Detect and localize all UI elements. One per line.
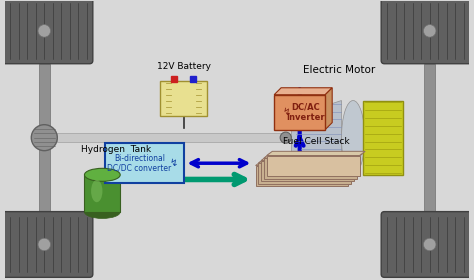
FancyBboxPatch shape — [105, 143, 183, 183]
Polygon shape — [325, 88, 332, 130]
FancyBboxPatch shape — [381, 212, 474, 277]
Text: Fuel Cell Stack: Fuel Cell Stack — [283, 137, 349, 146]
Text: Hydrogen  Tank: Hydrogen Tank — [81, 145, 151, 154]
FancyBboxPatch shape — [274, 95, 325, 130]
Ellipse shape — [84, 168, 120, 181]
Polygon shape — [292, 101, 341, 175]
Text: 12V Battery: 12V Battery — [156, 62, 210, 71]
Circle shape — [423, 25, 436, 37]
FancyBboxPatch shape — [0, 0, 93, 64]
Text: DC/AC
Inverter: DC/AC Inverter — [286, 102, 325, 122]
FancyBboxPatch shape — [363, 101, 403, 175]
FancyBboxPatch shape — [267, 155, 360, 176]
FancyBboxPatch shape — [424, 64, 435, 211]
FancyBboxPatch shape — [160, 81, 207, 116]
Circle shape — [423, 238, 436, 251]
FancyBboxPatch shape — [0, 212, 93, 277]
Polygon shape — [261, 156, 360, 160]
Ellipse shape — [91, 180, 102, 202]
Polygon shape — [274, 88, 332, 95]
Text: ↯: ↯ — [169, 158, 177, 168]
Text: Bi-directional
DC/DC converter: Bi-directional DC/DC converter — [108, 153, 172, 173]
Circle shape — [38, 25, 51, 37]
FancyBboxPatch shape — [255, 165, 348, 186]
Ellipse shape — [84, 206, 120, 218]
FancyBboxPatch shape — [381, 0, 474, 64]
Circle shape — [31, 125, 57, 151]
Polygon shape — [264, 154, 363, 158]
FancyBboxPatch shape — [84, 175, 120, 212]
Polygon shape — [255, 161, 354, 165]
FancyBboxPatch shape — [57, 133, 286, 142]
Circle shape — [280, 132, 292, 143]
FancyBboxPatch shape — [39, 64, 50, 211]
FancyBboxPatch shape — [258, 163, 351, 184]
FancyBboxPatch shape — [261, 160, 354, 181]
Text: Electric Motor: Electric Motor — [303, 65, 375, 75]
Polygon shape — [258, 159, 357, 163]
Text: ↯: ↯ — [283, 107, 291, 117]
Circle shape — [38, 238, 51, 251]
FancyBboxPatch shape — [264, 158, 357, 179]
Polygon shape — [267, 151, 365, 155]
Ellipse shape — [341, 101, 365, 175]
